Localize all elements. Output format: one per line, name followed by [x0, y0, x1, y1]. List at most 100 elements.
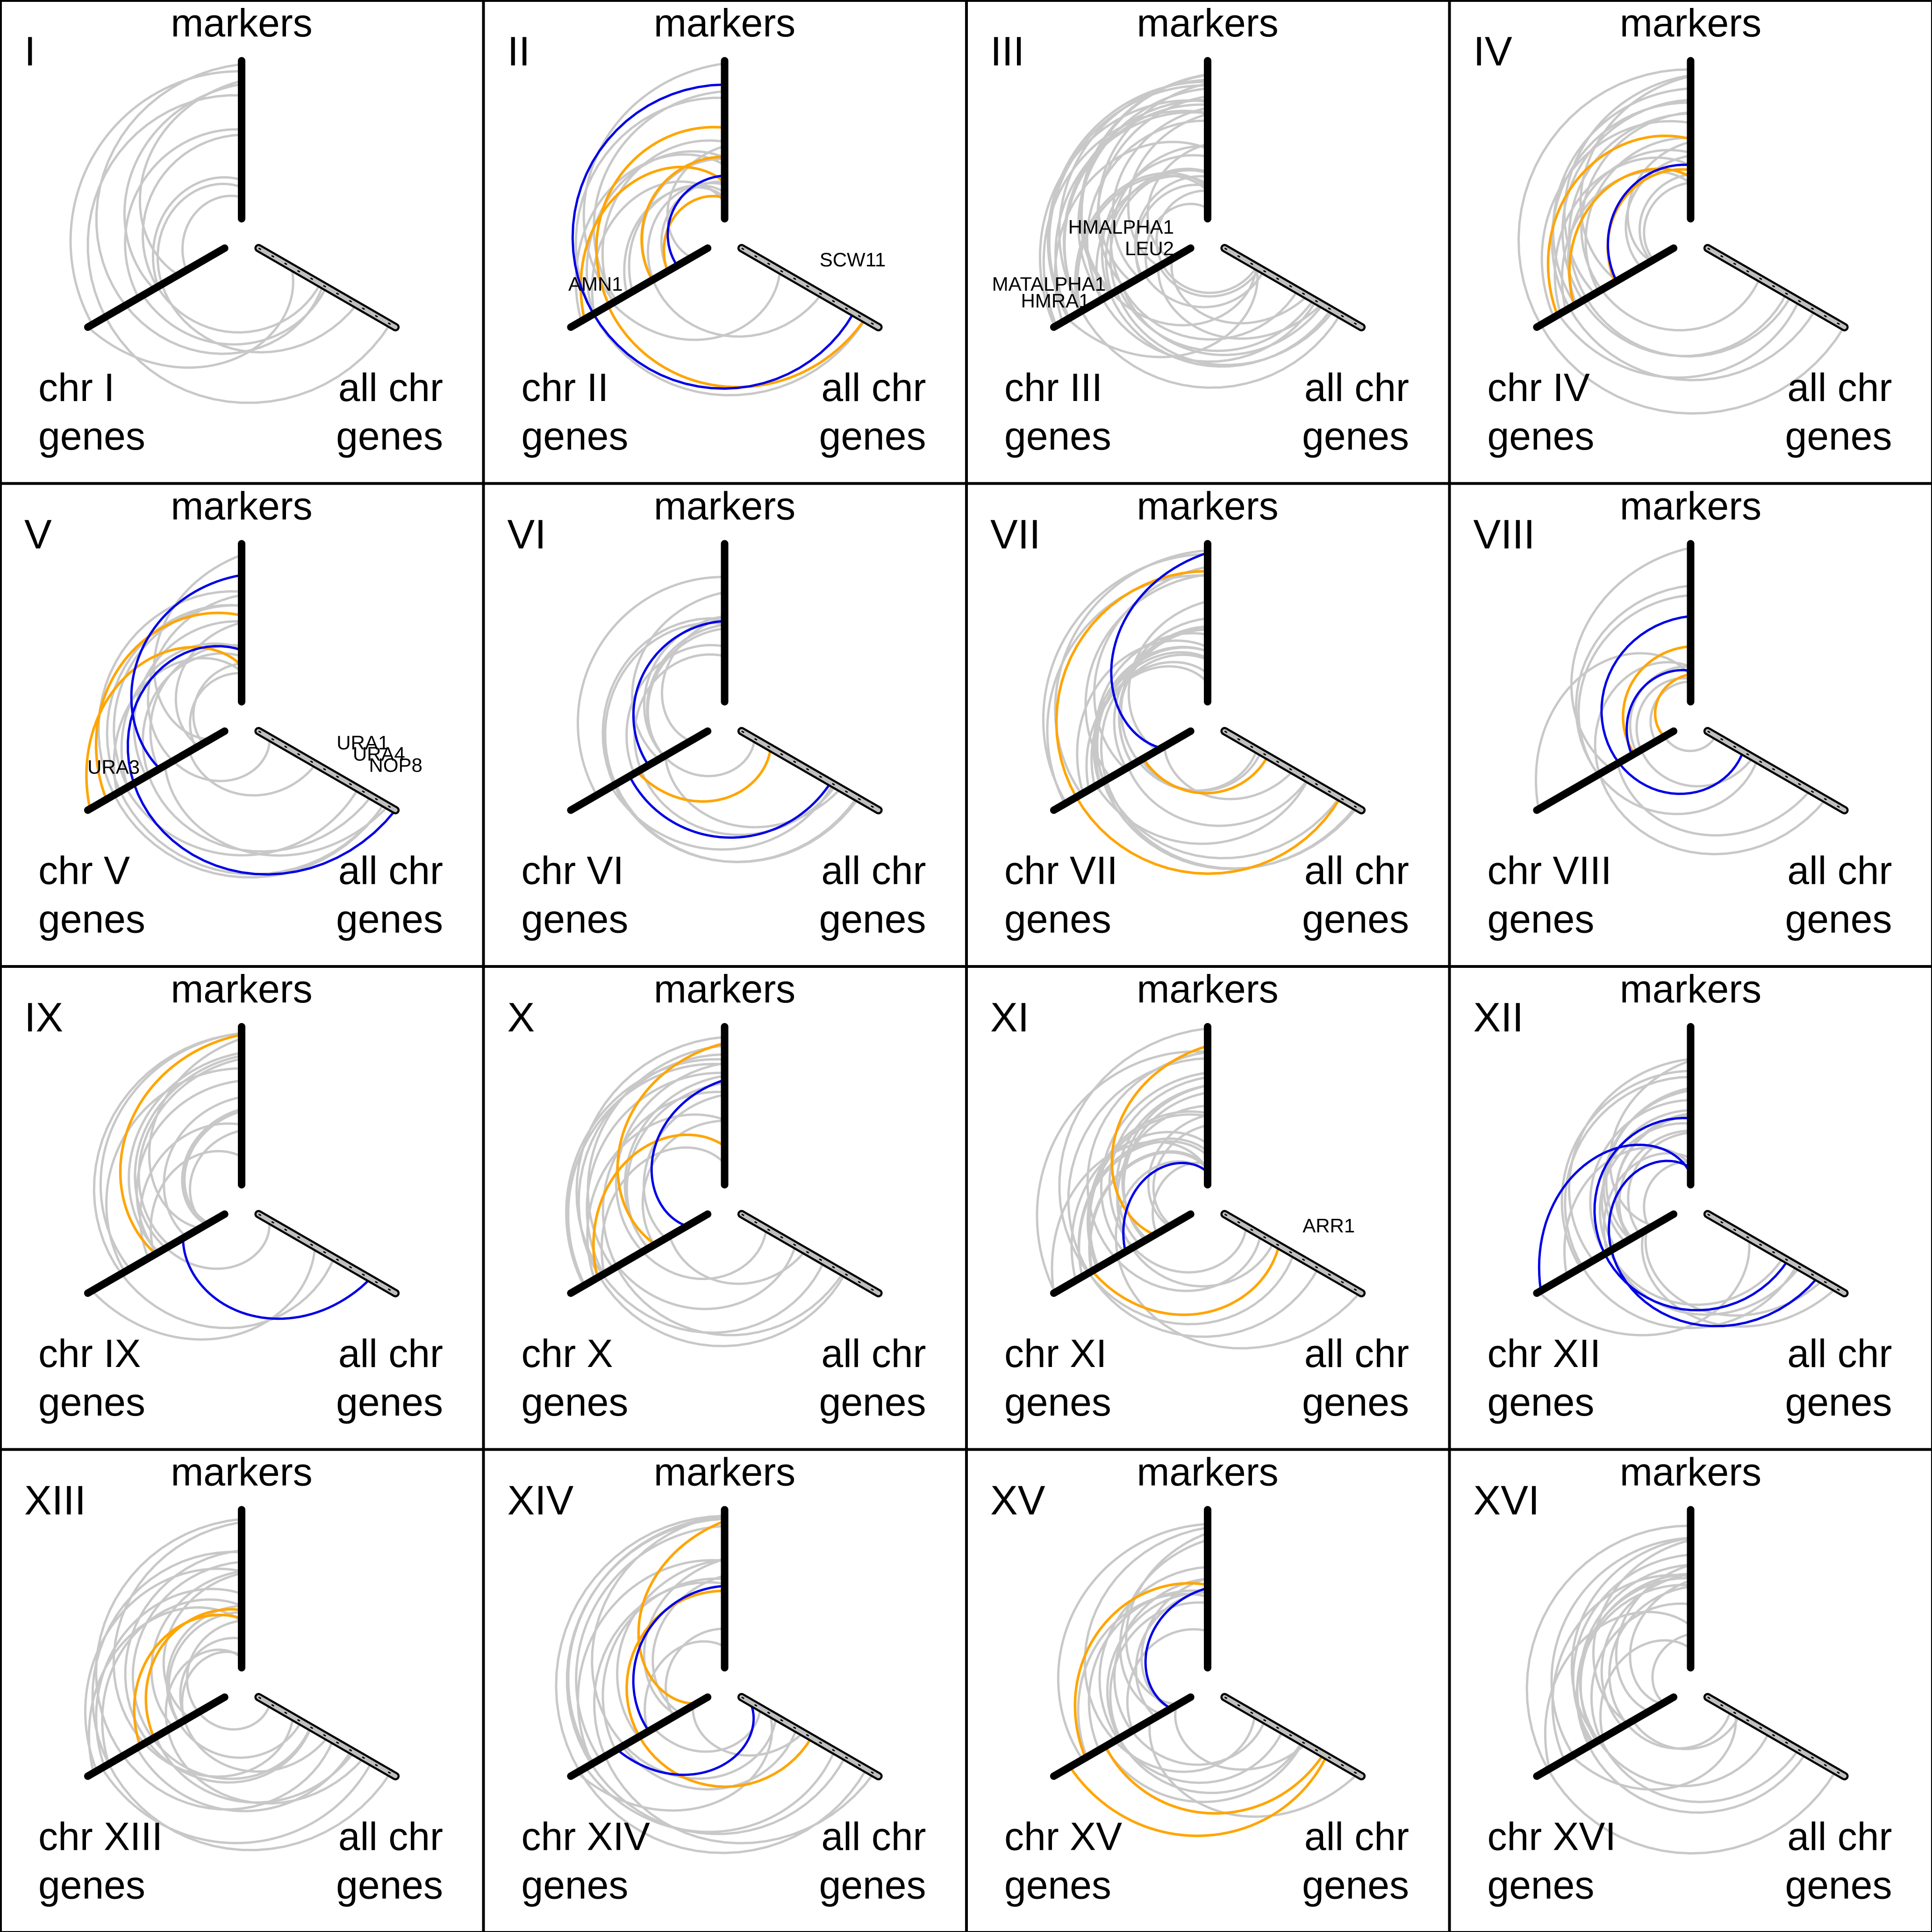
all-chr-label: all chr [821, 1331, 926, 1375]
link-gray [181, 194, 243, 272]
markers-label: markers [654, 967, 795, 1011]
gene-annotation: URA3 [87, 756, 140, 778]
markers-label: markers [1137, 484, 1278, 528]
chr-axis [567, 1210, 712, 1297]
link-gray [1119, 1538, 1209, 1716]
link-gray [1158, 265, 1261, 298]
link-gray [1599, 1639, 1692, 1739]
all-chr-genes-label: genes [1302, 1863, 1409, 1907]
link-gray [582, 62, 726, 303]
chr-axis [1533, 1210, 1678, 1297]
link-orange [85, 646, 243, 810]
all-chr-label: all chr [338, 849, 443, 893]
chr-axis [567, 244, 712, 331]
link-gray [1174, 1704, 1307, 1771]
chr-axis [84, 1210, 229, 1297]
chr-axis [567, 1693, 712, 1780]
link-gray [1550, 1537, 1692, 1756]
link-gray [1538, 1237, 1751, 1337]
link-gray [1553, 156, 1692, 315]
gene-axis-fill [256, 1695, 398, 1778]
all-chr-label: all chr [1787, 849, 1892, 893]
panel-number: VIII [1474, 511, 1535, 558]
chr-label: chr III [1004, 365, 1102, 409]
gene-axis-fill [1705, 729, 1847, 812]
link-group [91, 1032, 372, 1341]
link-gray [1631, 1714, 1741, 1751]
link-gray [616, 1244, 797, 1310]
link-gray [84, 1567, 243, 1772]
link-blue [666, 174, 726, 267]
link-blue [1110, 551, 1209, 750]
link-orange [1653, 673, 1692, 738]
link-gray [1076, 639, 1209, 794]
link-gray [113, 657, 243, 794]
chr-genes-label: genes [1004, 897, 1111, 941]
panel-number: IV [1474, 28, 1512, 74]
link-gray [1579, 75, 1692, 282]
link-gray [567, 1063, 726, 1287]
all-chr-label: all chr [1787, 1815, 1892, 1859]
panel-xi: XI markers chr XI genes all chr genes ARR1 [966, 966, 1450, 1450]
all-chr-label: all chr [338, 1331, 443, 1375]
gene-annotation: NOP8 [369, 754, 422, 776]
all-chr-genes-label: genes [819, 1863, 926, 1907]
chr-label: chr XIV [522, 1815, 650, 1859]
markers-label: markers [654, 1, 795, 45]
link-orange [119, 1033, 243, 1255]
link-group [1517, 68, 1846, 415]
link-gray [1641, 1230, 1838, 1328]
panel-number: XI [990, 994, 1029, 1040]
link-orange [1546, 134, 1692, 317]
chr-label: chr XI [1004, 1331, 1107, 1375]
link-gray [1609, 1249, 1801, 1316]
link-gray [1567, 149, 1692, 306]
link-gray [644, 1640, 726, 1733]
all-chr-genes-label: genes [1785, 897, 1892, 941]
chr-genes-label: genes [38, 897, 145, 941]
link-blue [1606, 163, 1692, 282]
all-chr-genes-label: genes [336, 1380, 443, 1424]
all-chr-genes-label: genes [336, 1863, 443, 1907]
panel-number: XIV [508, 1477, 574, 1524]
link-gray [1147, 1114, 1209, 1228]
link-blue [615, 1701, 755, 1776]
link-gray [151, 176, 243, 288]
link-gray [128, 1052, 243, 1253]
all-chr-label: all chr [821, 1815, 926, 1859]
link-gray [1626, 141, 1692, 263]
link-blue [650, 1079, 726, 1227]
link-gray [628, 184, 726, 293]
link-gray [124, 128, 243, 299]
gene-annotation: LEU2 [1125, 237, 1174, 259]
markers-label: markers [171, 967, 312, 1011]
gene-axis-fill [739, 246, 881, 329]
link-gray [660, 615, 726, 743]
chr-label: chr VIII [1488, 849, 1612, 893]
link-gray [1584, 136, 1692, 293]
link-gray [1066, 265, 1259, 358]
link-blue [632, 1584, 726, 1732]
link-gray [1643, 181, 1692, 261]
link-gray [1036, 1050, 1209, 1294]
panel-number: XII [1474, 994, 1524, 1040]
link-gray [1170, 258, 1309, 325]
gene-annotation: URA1 [336, 732, 389, 754]
markers-label: markers [171, 1, 312, 45]
link-gray [188, 750, 317, 797]
panel-iv: IV markers chr IV genes all chr genes [1449, 0, 1932, 484]
link-orange [1104, 1745, 1325, 1815]
link-gray [611, 269, 781, 341]
link-orange [592, 1133, 726, 1279]
link-gray [1095, 175, 1209, 301]
link-gray [576, 576, 726, 796]
link-gray [601, 1577, 726, 1752]
all-chr-genes-label: genes [1302, 414, 1409, 458]
all-chr-genes-label: genes [1785, 1380, 1892, 1424]
link-gray [665, 1627, 726, 1718]
